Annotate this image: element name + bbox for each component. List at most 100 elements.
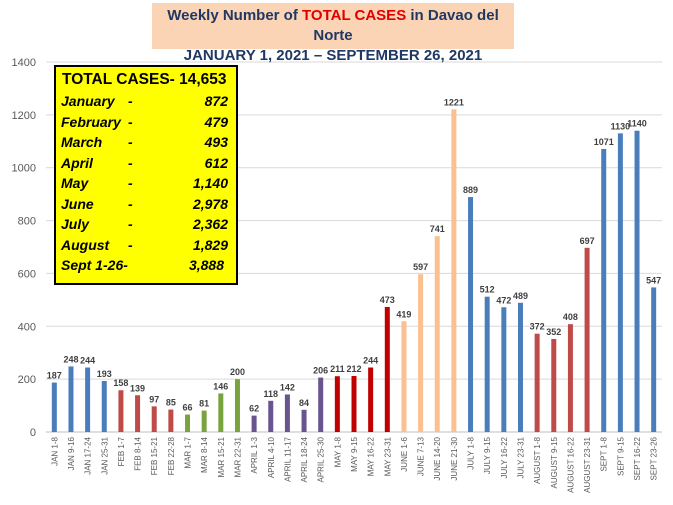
data-label: 489 bbox=[513, 291, 528, 301]
summary-month: May bbox=[61, 175, 89, 191]
summary-value: 479 bbox=[204, 113, 228, 130]
summary-value: 2,362 bbox=[192, 216, 228, 232]
y-tick-label: 400 bbox=[18, 321, 36, 333]
summary-value: 2,978 bbox=[192, 195, 228, 212]
summary-row: May - 1,140 bbox=[56, 175, 236, 195]
x-tick-label: MAR 8-14 bbox=[200, 436, 209, 473]
data-label: 1071 bbox=[594, 137, 614, 147]
x-tick-label: MAR 22-31 bbox=[233, 436, 242, 477]
bar bbox=[384, 306, 390, 432]
bar bbox=[401, 321, 407, 432]
x-tick-label: SEPT 16-22 bbox=[633, 436, 642, 480]
data-label: 97 bbox=[149, 394, 159, 404]
bar bbox=[301, 409, 307, 432]
bar bbox=[135, 395, 141, 432]
x-tick-label: JAN 1-8 bbox=[50, 436, 59, 465]
summary-total: TOTAL CASES- 14,653 bbox=[62, 71, 227, 88]
y-tick-label: 0 bbox=[30, 427, 36, 439]
data-label: 66 bbox=[183, 403, 193, 413]
x-tick-label: MAR 15-21 bbox=[217, 436, 226, 477]
x-tick-label: APRIL 11-17 bbox=[283, 436, 292, 481]
bar bbox=[451, 109, 457, 433]
summary-dash: - bbox=[128, 113, 133, 130]
bar bbox=[418, 274, 424, 432]
x-tick-label: AUGUST 1-8 bbox=[533, 436, 542, 484]
data-label: 139 bbox=[130, 383, 145, 393]
y-tick-label: 1200 bbox=[12, 110, 36, 122]
x-tick-label: MAY 16-22 bbox=[367, 436, 376, 476]
data-label: 408 bbox=[563, 312, 578, 322]
x-tick-label: JAN 17-24 bbox=[84, 436, 93, 474]
bar bbox=[234, 379, 240, 432]
y-tick-label: 1400 bbox=[12, 57, 36, 69]
summary-dash: - bbox=[128, 236, 133, 253]
data-label: 597 bbox=[413, 262, 428, 272]
summary-row: July - 2,362 bbox=[56, 216, 236, 236]
summary-box: TOTAL CASES- 14,653 January -872 February -… bbox=[54, 65, 238, 285]
summary-value: 1,829 bbox=[192, 236, 228, 253]
x-tick-label: APRIL 25-30 bbox=[317, 436, 326, 482]
x-tick-label: JAN 9-16 bbox=[67, 436, 76, 470]
x-tick-label: APRIL 1-3 bbox=[250, 436, 259, 473]
bar bbox=[584, 247, 590, 432]
y-tick-label: 200 bbox=[18, 374, 36, 386]
data-label: 741 bbox=[430, 224, 445, 234]
x-tick-label: JULY 1-8 bbox=[467, 436, 476, 469]
data-label: 1140 bbox=[627, 119, 647, 129]
summary-month: June bbox=[61, 195, 94, 212]
bar bbox=[85, 367, 91, 432]
bar bbox=[517, 302, 523, 432]
bar bbox=[168, 409, 174, 432]
bar bbox=[351, 375, 357, 432]
summary-row: June - 2,978 bbox=[56, 196, 236, 216]
bar bbox=[484, 296, 490, 432]
summary-dash: - bbox=[128, 216, 133, 232]
chart-title-highlight: TOTAL CASES bbox=[302, 7, 407, 24]
data-label: 85 bbox=[166, 398, 176, 408]
data-label: 1130 bbox=[611, 121, 631, 131]
summary-dash: - bbox=[128, 175, 133, 191]
data-label: 158 bbox=[113, 378, 128, 388]
summary-row: February - 479 bbox=[56, 114, 236, 134]
summary-row: March - 493 bbox=[56, 134, 236, 154]
summary-month: April bbox=[61, 154, 93, 171]
data-label: 212 bbox=[346, 364, 361, 374]
bar bbox=[468, 197, 474, 432]
x-tick-label: JUNE 14-20 bbox=[433, 436, 442, 480]
data-label: 206 bbox=[313, 366, 328, 376]
summary-dash: - bbox=[128, 154, 133, 171]
x-tick-label: FEB 15-21 bbox=[150, 436, 159, 475]
bar bbox=[51, 382, 57, 432]
y-tick-label: 800 bbox=[18, 216, 36, 228]
bar bbox=[218, 393, 224, 432]
data-label: 1221 bbox=[444, 97, 464, 107]
x-tick-label: AUGUST 9-15 bbox=[550, 436, 559, 488]
x-tick-label: JUNE 21-30 bbox=[450, 436, 459, 480]
bar bbox=[101, 380, 107, 432]
x-tick-label: MAY 23-31 bbox=[383, 436, 392, 476]
x-tick-label: APRIL 18-24 bbox=[300, 436, 309, 482]
x-tick-label: MAY 1-8 bbox=[333, 436, 342, 467]
data-label: 84 bbox=[299, 398, 309, 408]
x-tick-label: JULY 16-22 bbox=[500, 436, 509, 478]
summary-month: Sept 1-26- bbox=[61, 257, 128, 273]
x-tick-label: APRIL 4-10 bbox=[267, 436, 276, 478]
x-tick-label: JAN 25-31 bbox=[100, 436, 109, 474]
y-tick-label: 600 bbox=[18, 268, 36, 280]
bar bbox=[185, 414, 191, 432]
summary-dash: - bbox=[128, 195, 133, 212]
summary-month: July bbox=[61, 216, 90, 232]
data-label: 187 bbox=[47, 371, 62, 381]
summary-value: 3,888 bbox=[188, 257, 224, 273]
y-tick-label: 1000 bbox=[12, 163, 36, 175]
data-label: 244 bbox=[363, 356, 378, 366]
summary-dash: - bbox=[128, 134, 133, 150]
data-label: 244 bbox=[80, 356, 95, 366]
chart-title-suffix: in Davao del Norte bbox=[313, 7, 499, 44]
data-label: 146 bbox=[213, 381, 228, 391]
x-tick-label: SEPT 1-8 bbox=[600, 436, 609, 471]
x-tick-label: AUGUST 16-22 bbox=[566, 436, 575, 492]
summary-value: 493 bbox=[204, 134, 228, 150]
data-label: 248 bbox=[63, 354, 78, 364]
